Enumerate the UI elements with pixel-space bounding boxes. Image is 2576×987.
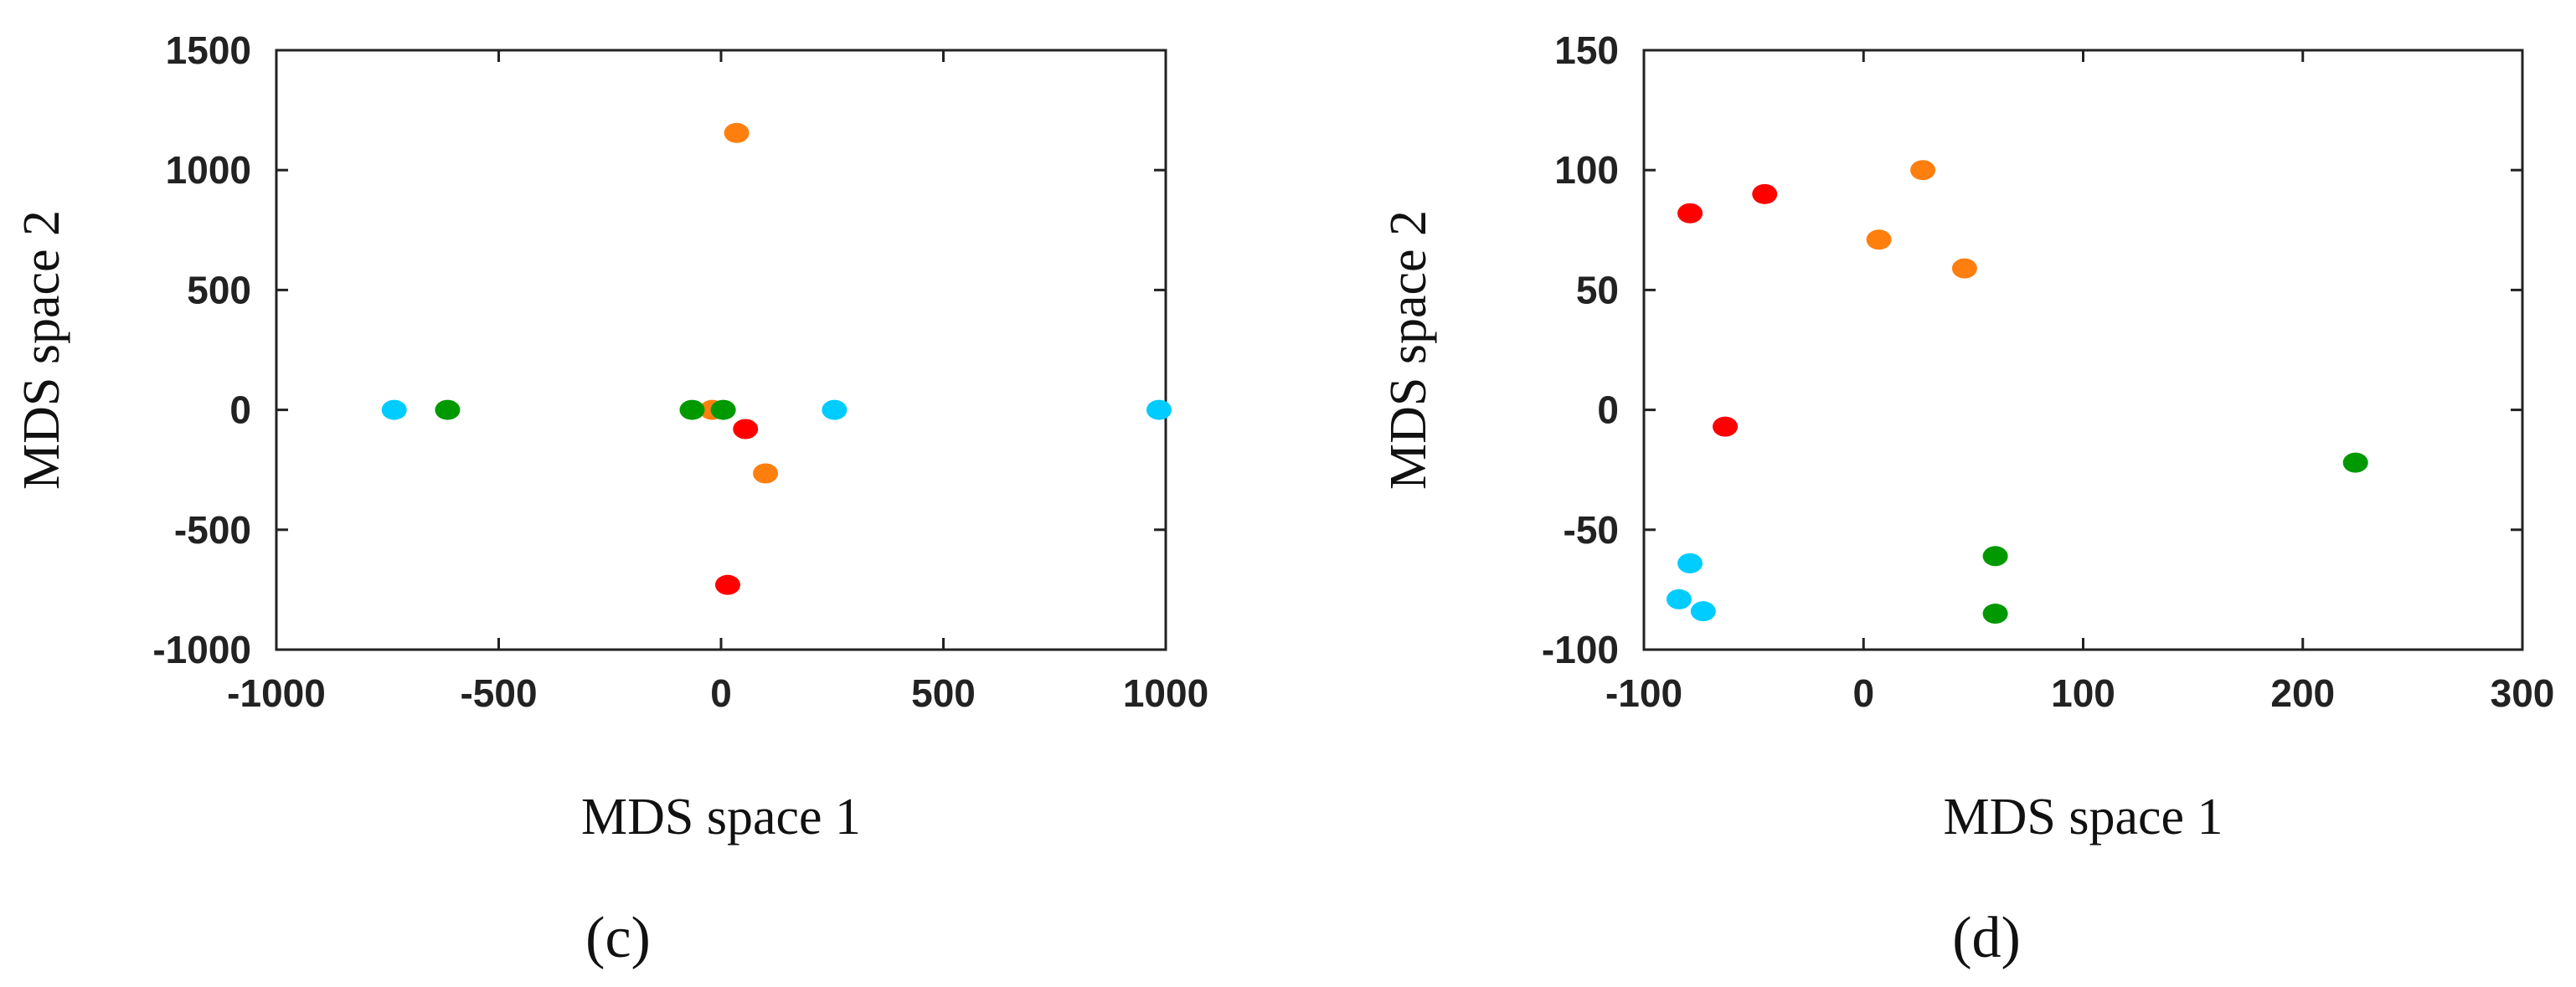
y-tick-label: 150 xyxy=(1554,28,1619,72)
data-point-cyan xyxy=(1146,399,1172,420)
data-point-green xyxy=(2342,452,2368,473)
data-point-green xyxy=(710,399,736,420)
data-point-green xyxy=(679,399,705,420)
y-tick-label: 0 xyxy=(1597,388,1619,432)
y-tick-label: -100 xyxy=(1542,628,1619,671)
x-axis-label: MDS space 1 xyxy=(1943,789,2223,846)
data-point-red xyxy=(1713,416,1739,437)
data-point-cyan xyxy=(1666,589,1692,609)
data-point-orange xyxy=(753,463,779,484)
scatter-panel-c: -1000 -500 0 500 1000 -1000 -500 0 500 1000 1500 MD… xyxy=(13,28,1208,970)
panel-label: (d) xyxy=(1952,906,2021,970)
plot-frame xyxy=(1642,49,2524,651)
data-point-green xyxy=(435,399,461,420)
x-tick-label: -100 xyxy=(1605,671,1682,715)
data-point-cyan xyxy=(1690,601,1716,622)
y-tick-label: -50 xyxy=(1564,508,1619,552)
x-tick-label: 300 xyxy=(2491,671,2555,715)
data-point-red xyxy=(714,574,740,595)
y-tick-label: 500 xyxy=(187,268,251,311)
data-point-orange xyxy=(1910,160,1936,181)
data-point-red xyxy=(1752,183,1778,204)
data-point-green xyxy=(1982,604,2008,625)
data-point-red xyxy=(733,419,759,440)
x-tick-label: 500 xyxy=(911,671,976,715)
y-tick-label: 100 xyxy=(1554,148,1619,192)
x-tick-label: 0 xyxy=(710,671,732,715)
data-point-orange xyxy=(724,122,750,143)
data-point-cyan xyxy=(822,399,848,420)
data-point-cyan xyxy=(381,399,407,420)
plot-frame xyxy=(275,49,1167,651)
y-tick-label: -1000 xyxy=(152,628,251,671)
x-tick-label: 100 xyxy=(2051,671,2115,715)
data-point-green xyxy=(1982,546,2008,567)
scatter-panel-d: -100 0 100 200 300 -100 -50 0 50 100 150 MDS space … xyxy=(1380,28,2554,970)
y-tick-label: 0 xyxy=(229,388,251,432)
data-point-red xyxy=(1677,203,1703,224)
x-tick-label: -1000 xyxy=(227,671,326,715)
data-point-orange xyxy=(1866,229,1892,250)
x-tick-label: -500 xyxy=(460,671,537,715)
x-tick-label: 0 xyxy=(1852,671,1874,715)
x-axis-label: MDS space 1 xyxy=(581,789,861,846)
x-tick-label: 200 xyxy=(2270,671,2335,715)
y-tick-label: 1000 xyxy=(166,148,251,192)
y-tick-label: -500 xyxy=(174,508,251,552)
y-axis-label: MDS space 2 xyxy=(13,210,70,490)
data-point-cyan xyxy=(1677,553,1703,573)
x-tick-label: 1000 xyxy=(1123,671,1208,715)
data-point-orange xyxy=(1951,258,1977,279)
y-axis-label: MDS space 2 xyxy=(1380,210,1437,490)
y-tick-label: 50 xyxy=(1576,268,1619,311)
panel-label: (c) xyxy=(585,906,651,970)
y-tick-label: 1500 xyxy=(166,28,251,72)
